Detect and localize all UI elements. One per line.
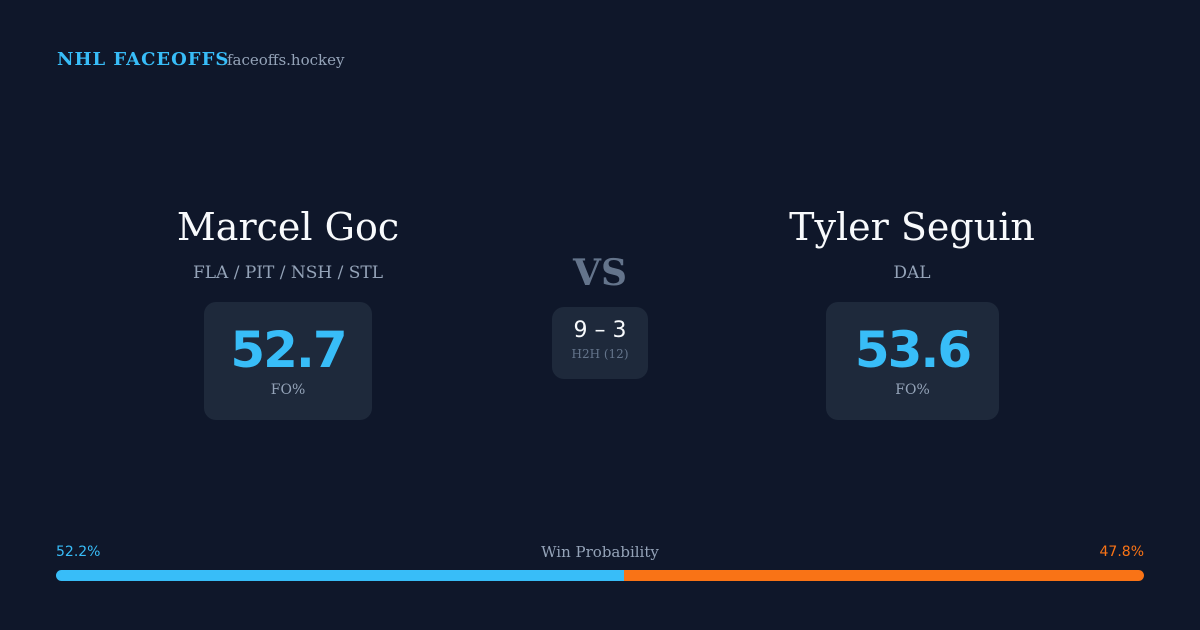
left-bar [56, 570, 624, 581]
h2h-record: 9 – 3 [573, 318, 627, 343]
fo-label: FO% [895, 382, 930, 398]
h2h-count: H2H (12) [571, 347, 629, 361]
player-teams: DAL [893, 263, 931, 283]
fo-value: 53.6 [854, 321, 972, 379]
right-bar [623, 570, 1144, 581]
h2h-card: 9 – 3 H2H (12) [552, 307, 648, 379]
probability-bar [56, 570, 1144, 581]
win-probability-label: Win Probability [541, 543, 659, 561]
site-url[interactable]: faceoffs.hockey [227, 51, 345, 69]
stat-card: 52.7 FO% [204, 302, 372, 420]
right-probability: 47.8% [1099, 544, 1144, 560]
fo-value: 52.7 [230, 321, 347, 379]
brand[interactable]: NHL FACEOFFS [57, 49, 230, 70]
player-teams: FLA / PIT / NSH / STL [192, 263, 384, 283]
player-name: Tyler Seguin [789, 205, 1035, 249]
stat-card: 53.6 FO% [826, 302, 999, 420]
player-name: Marcel Goc [176, 205, 400, 249]
left-probability: 52.2% [56, 544, 101, 560]
vs-label: VS [573, 252, 627, 294]
fo-label: FO% [270, 382, 306, 398]
